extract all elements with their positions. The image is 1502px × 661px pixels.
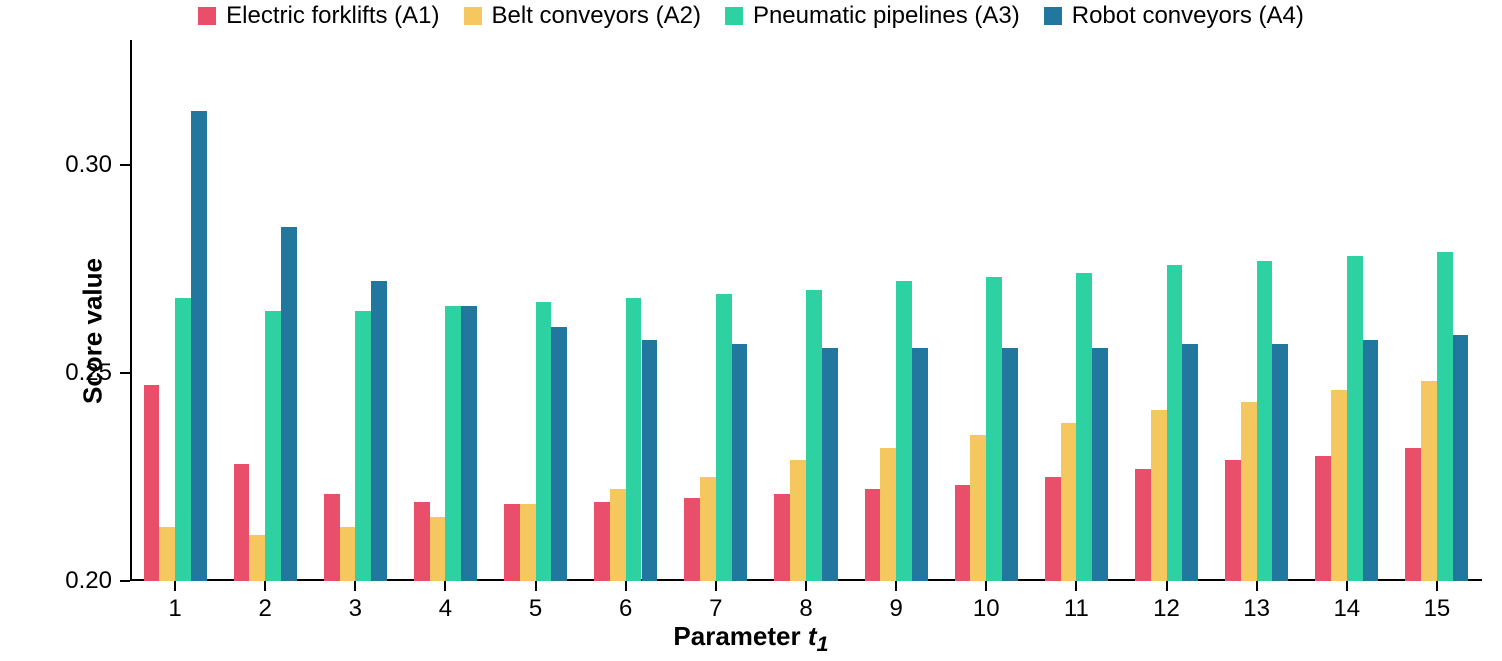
xlabel-prefix: Parameter	[673, 621, 807, 651]
x-tick-mark	[1166, 581, 1168, 591]
bar	[642, 340, 658, 581]
bar	[716, 294, 732, 581]
legend-label: Robot conveyors (A4)	[1072, 2, 1304, 30]
x-tick-mark	[625, 581, 627, 591]
x-tick-mark	[535, 581, 537, 591]
legend-swatch	[464, 7, 482, 25]
legend-item: Electric forklifts (A1)	[198, 2, 439, 30]
bar	[1331, 390, 1347, 581]
bar	[414, 502, 430, 581]
legend-label: Pneumatic pipelines (A3)	[753, 2, 1020, 30]
y-tick-mark	[120, 372, 130, 374]
x-tick-mark	[174, 581, 176, 591]
bar	[1272, 344, 1288, 581]
bar	[684, 498, 700, 581]
x-axis-label: Parameter t1	[0, 621, 1502, 657]
bar	[1347, 256, 1363, 581]
x-tick-mark	[715, 581, 717, 591]
bar	[880, 448, 896, 581]
bar	[1225, 460, 1241, 581]
x-tick-mark	[895, 581, 897, 591]
legend-label: Belt conveyors (A2)	[492, 2, 701, 30]
bar	[234, 464, 250, 581]
bar	[1135, 469, 1151, 581]
bar	[1045, 477, 1061, 581]
bar	[1151, 410, 1167, 581]
bar	[355, 311, 371, 582]
bar	[1167, 265, 1183, 581]
bar	[896, 281, 912, 581]
bar	[806, 290, 822, 581]
bar	[159, 527, 175, 581]
bar	[536, 302, 552, 581]
x-tick-mark	[354, 581, 356, 591]
y-tick-mark	[120, 164, 130, 166]
bar	[1241, 402, 1257, 581]
bar	[610, 489, 626, 581]
legend-swatch	[1044, 7, 1062, 25]
x-tick-mark	[985, 581, 987, 591]
bar	[1405, 448, 1421, 581]
bar	[1061, 423, 1077, 581]
legend-item: Pneumatic pipelines (A3)	[725, 2, 1020, 30]
bar	[700, 477, 716, 581]
x-tick-mark	[1256, 581, 1258, 591]
y-tick-mark	[120, 580, 130, 582]
bar	[594, 502, 610, 581]
xlabel-sub: 1	[817, 631, 829, 656]
x-tick-mark	[444, 581, 446, 591]
bar	[986, 277, 1002, 581]
bar	[1257, 261, 1273, 581]
bar	[281, 227, 297, 581]
bar	[371, 281, 387, 581]
bar	[1092, 348, 1108, 581]
bar	[970, 435, 986, 581]
x-tick-mark	[1436, 581, 1438, 591]
score-chart: Electric forklifts (A1) Belt conveyors (A…	[0, 0, 1502, 661]
bar	[1076, 273, 1092, 581]
legend-item: Belt conveyors (A2)	[464, 2, 701, 30]
bar	[445, 306, 461, 581]
bar	[1421, 381, 1437, 581]
bar	[324, 494, 340, 581]
bar	[1182, 344, 1198, 581]
bar	[790, 460, 806, 581]
bar	[265, 311, 281, 582]
bar	[912, 348, 928, 581]
bar	[1315, 456, 1331, 581]
bar	[955, 485, 971, 581]
bar	[175, 298, 191, 581]
legend-swatch	[198, 7, 216, 25]
x-tick-mark	[264, 581, 266, 591]
bar	[1002, 348, 1018, 581]
legend-item: Robot conveyors (A4)	[1044, 2, 1304, 30]
bar	[461, 306, 477, 581]
x-tick-mark	[805, 581, 807, 591]
bar	[732, 344, 748, 581]
bar	[551, 327, 567, 581]
x-tick-mark	[1346, 581, 1348, 591]
bar	[340, 527, 356, 581]
legend-label: Electric forklifts (A1)	[226, 2, 439, 30]
legend: Electric forklifts (A1) Belt conveyors (A…	[0, 2, 1502, 30]
bar	[822, 348, 838, 581]
bar	[520, 504, 536, 581]
y-axis-line	[130, 40, 132, 581]
bar	[430, 517, 446, 582]
x-tick-mark	[1075, 581, 1077, 591]
plot-area: 0.200.250.30123456789101112131415	[130, 40, 1482, 581]
bar	[626, 298, 642, 581]
bar	[249, 535, 265, 581]
bar	[774, 494, 790, 581]
bar	[865, 489, 881, 581]
bar	[191, 111, 207, 581]
bar	[1437, 252, 1453, 581]
bar	[504, 504, 520, 581]
bar	[1453, 335, 1469, 581]
xlabel-var: t	[808, 621, 817, 651]
legend-swatch	[725, 7, 743, 25]
bar	[1363, 340, 1379, 581]
bar	[144, 385, 160, 581]
